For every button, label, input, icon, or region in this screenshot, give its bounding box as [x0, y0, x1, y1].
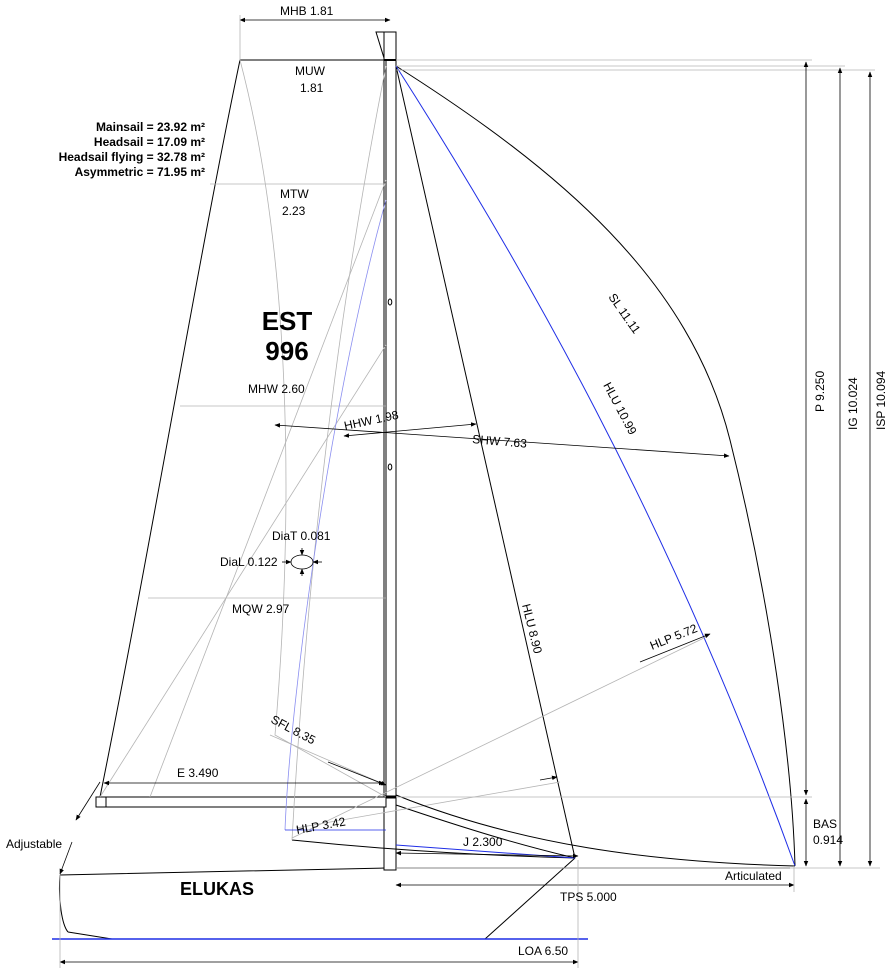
mainsail [99, 59, 387, 798]
mtw-value: 2.23 [282, 204, 306, 218]
dial-label: DiaL 0.122 [220, 555, 278, 569]
hull [59, 857, 790, 940]
articulated-note: Articulated [725, 869, 782, 883]
isp-label: ISP 10.094 [874, 371, 887, 430]
sail-number-line2: 996 [265, 336, 308, 366]
muw-label: MUW [295, 64, 326, 78]
sail-area-asymmetric: Asymmetric = 71.95 m² [75, 165, 205, 179]
boat-name: ELUKAS [180, 879, 254, 899]
sail-area-headsail: Headsail = 17.09 m² [94, 135, 205, 149]
tps-label: TPS 5.000 [560, 890, 617, 904]
vertical-dimensions [396, 59, 880, 869]
dimension-lines [59, 15, 795, 968]
loa-label: LOA 6.50 [518, 944, 568, 958]
sail-area-mainsail: Mainsail = 23.92 m² [96, 120, 205, 134]
muw-value: 1.81 [300, 81, 324, 95]
mqw-label: MQW 2.97 [232, 602, 290, 616]
adjustable-note: Adjustable [6, 837, 62, 851]
boom [95, 796, 387, 808]
e-label: E 3.490 [177, 766, 219, 780]
bas-value: 0.914 [813, 833, 843, 847]
sail-area-headsail-flying: Headsail flying = 32.78 m² [59, 150, 205, 164]
shw-label: SHW 7.63 [472, 432, 528, 451]
hlp-jib-label: HLP 3.42 [295, 814, 347, 836]
p-label: P 9.250 [813, 371, 827, 412]
asymmetric-spinnaker [269, 65, 796, 867]
mtw-label: MTW [280, 187, 309, 201]
hlu-asym-label: HLU 10.99 [600, 380, 639, 438]
headsail [284, 65, 576, 859]
sail-number-line1: EST [262, 306, 313, 336]
hlp-asym-label: HLP 5.72 [648, 621, 700, 653]
ig-label: IG 10.024 [846, 377, 860, 430]
sl-label: SL 11.11 [606, 291, 644, 337]
mhb-label: MHB 1.81 [280, 4, 334, 18]
j-label: J 2.300 [463, 835, 503, 849]
bas-label: BAS [813, 817, 837, 831]
mhw-label: MHW 2.60 [248, 382, 305, 396]
diat-label: DiaT 0.081 [272, 529, 331, 543]
